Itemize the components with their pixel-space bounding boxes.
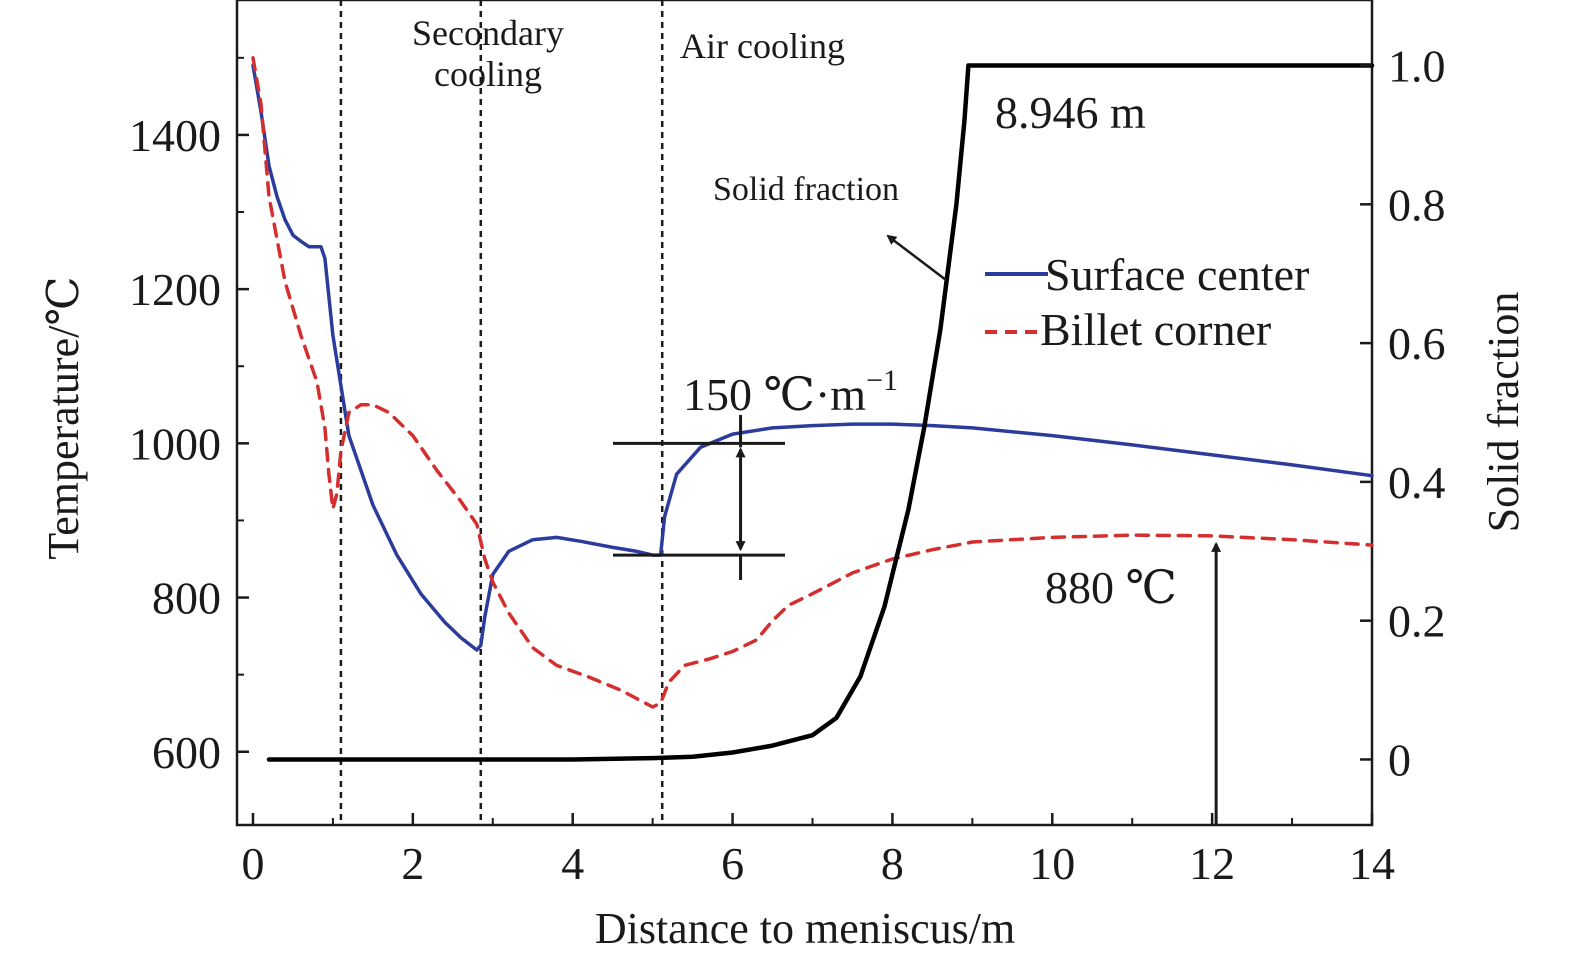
y-tick-label: 800 [152, 573, 221, 624]
solidification-length-label: 8.946 m [995, 87, 1146, 138]
y2-tick-label: 0.8 [1388, 179, 1446, 230]
annotation-layer [613, 234, 1222, 825]
y-axis-label: Temperature/℃ [39, 276, 88, 559]
legend: Surface center Billet corner [985, 249, 1309, 355]
series-layer [251, 56, 1375, 762]
x-ticks: 0 2 4 6 8 10 12 14 [241, 813, 1395, 889]
y2-tick-label: 0.4 [1388, 457, 1446, 508]
vertical-lines [339, 0, 664, 825]
region-label-secondary-1: Secondary [412, 13, 564, 53]
gradient-exponent: −1 [866, 364, 898, 397]
y-tick-label: 1000 [129, 418, 221, 469]
y-ticks: 600 800 1000 1200 1400 [129, 56, 249, 778]
y2-tick-label: 0.6 [1388, 318, 1446, 369]
gradient-value: 150 ℃·m [683, 369, 866, 420]
plot-frame [235, 0, 1374, 827]
gradient-label: 150 ℃·m−1 [683, 364, 898, 420]
y2-axis-label: Solid fraction [1479, 292, 1528, 533]
x-tick-label: 6 [721, 838, 744, 889]
solid-fraction-line [266, 63, 1375, 762]
legend-label-billet-corner: Billet corner [1040, 304, 1271, 355]
y2-tick-label: 1.0 [1388, 41, 1446, 92]
region-label-air: Air cooling [680, 26, 845, 66]
x-tick-label: 2 [401, 838, 424, 889]
x-axis-label: Distance to meniscus/m [595, 904, 1015, 953]
x-tick-label: 4 [561, 838, 584, 889]
x-tick-label: 12 [1189, 838, 1235, 889]
y-tick-label: 600 [152, 727, 221, 778]
legend-label-surface-center: Surface center [1045, 249, 1309, 300]
y2-tick-label: 0.2 [1388, 596, 1446, 647]
y2-tick-label: 0 [1388, 734, 1411, 785]
corner-temperature-label: 880 ℃ [1045, 562, 1177, 613]
x-tick-label: 8 [881, 838, 904, 889]
region-label-secondary-2: cooling [434, 54, 542, 94]
y2-ticks: 0 0.2 0.4 0.6 0.8 1.0 [1360, 41, 1446, 785]
x-tick-label: 10 [1029, 838, 1075, 889]
solid-fraction-arrow [886, 234, 947, 281]
x-tick-label: 0 [241, 838, 264, 889]
x-tick-label: 14 [1349, 838, 1395, 889]
y-tick-label: 1400 [129, 110, 221, 161]
solid-fraction-annotation: Solid fraction [713, 171, 899, 208]
y-tick-label: 1200 [129, 264, 221, 315]
billet-corner-line [251, 56, 1374, 709]
surface-center-line [251, 63, 1374, 652]
plot-border [235, 0, 1374, 827]
